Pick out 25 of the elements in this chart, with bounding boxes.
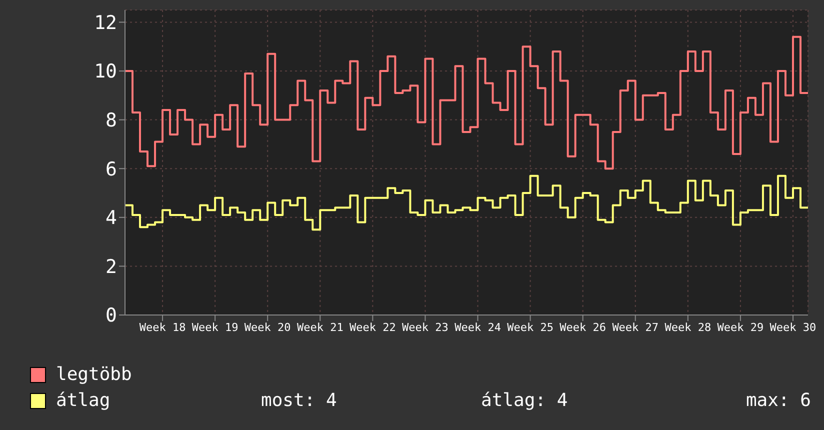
y-tick-label: 10 — [94, 60, 117, 83]
x-tick-label: Week 20 — [244, 320, 291, 334]
y-tick-label: 0 — [106, 304, 117, 327]
text: max: 6 — [744, 389, 811, 413]
y-tick-label: 6 — [106, 158, 117, 180]
x-tick-label: Week 25 — [507, 320, 554, 334]
y-tick-label: 4 — [106, 207, 117, 230]
x-tick-label: Week 28 — [664, 320, 712, 334]
legend-label: legtöbb — [56, 363, 133, 387]
x-tick-label: Week 23 — [402, 320, 448, 334]
y-tick-label: 2 — [106, 256, 117, 278]
x-tick-label: Week 26 — [560, 320, 606, 334]
x-tick-label: Week 18 — [139, 320, 186, 334]
text: most: 4 — [261, 389, 338, 413]
x-tick-label: Week 21 — [296, 320, 344, 334]
text: átlag: 4 — [481, 389, 569, 413]
x-tick-label: Week 30 — [770, 320, 816, 334]
y-tick-label: 8 — [106, 110, 117, 132]
x-tick-label: Week 22 — [350, 320, 396, 334]
x-tick-label: Week 19 — [192, 320, 238, 334]
x-tick-label: Week 29 — [717, 320, 764, 334]
x-tick-label: Week 27 — [612, 320, 659, 334]
x-tick-label: Week 24 — [454, 320, 502, 334]
legend-label: átlag — [56, 389, 112, 413]
y-tick-label: 12 — [94, 12, 117, 34]
